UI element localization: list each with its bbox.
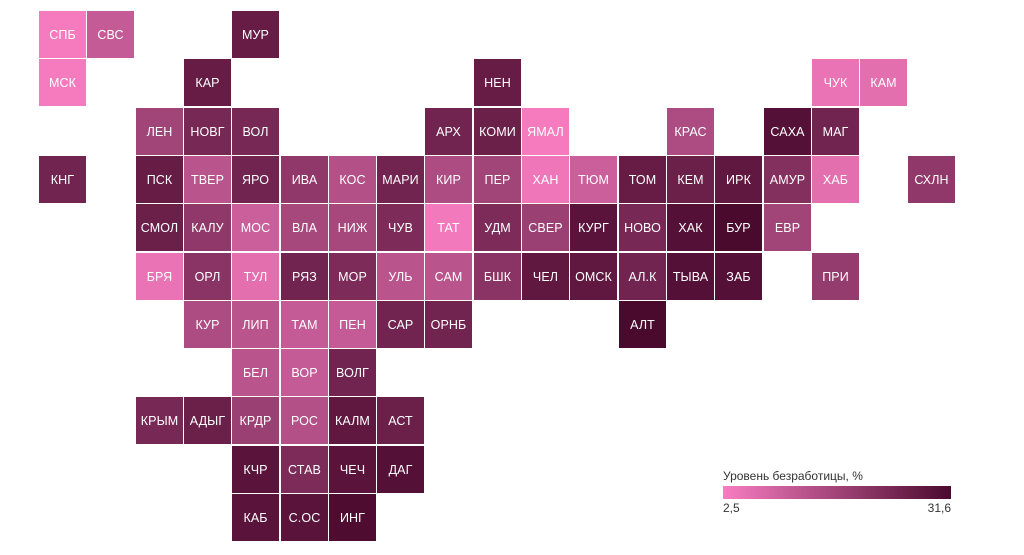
region-tile[interactable]: КРЫМ — [136, 397, 183, 444]
region-tile[interactable]: ОМСК — [570, 253, 617, 300]
legend-max-label: 31,6 — [927, 501, 951, 515]
region-tile[interactable]: ДАГ — [377, 446, 424, 493]
region-tile[interactable]: КУРГ — [570, 204, 617, 251]
region-tile[interactable]: ВОЛГ — [329, 349, 376, 396]
region-tile[interactable]: КАЛМ — [329, 397, 376, 444]
region-tile[interactable]: МУР — [232, 11, 279, 58]
legend-title: Уровень безработицы, % — [723, 469, 863, 483]
region-tile[interactable]: БШК — [474, 253, 521, 300]
region-tile[interactable]: НОВО — [619, 204, 666, 251]
region-tile[interactable]: БЕЛ — [232, 349, 279, 396]
region-tile[interactable]: ЛИП — [232, 301, 279, 348]
region-tile[interactable]: ПЕН — [329, 301, 376, 348]
region-tile[interactable]: ТУЛ — [232, 253, 279, 300]
region-tile[interactable]: РОС — [281, 397, 328, 444]
region-tile[interactable]: НОВГ — [184, 108, 231, 155]
region-tile[interactable]: ИРК — [715, 156, 762, 203]
region-tile[interactable]: ХАБ — [812, 156, 859, 203]
region-tile[interactable]: НИЖ — [329, 204, 376, 251]
region-tile[interactable]: АЛТ — [619, 301, 666, 348]
region-tile[interactable]: МАРИ — [377, 156, 424, 203]
region-tile[interactable]: СХЛН — [908, 156, 955, 203]
region-tile[interactable]: ТАМ — [281, 301, 328, 348]
region-tile[interactable]: АРХ — [425, 108, 472, 155]
region-tile[interactable]: КАЛУ — [184, 204, 231, 251]
region-tile[interactable]: МСК — [39, 59, 86, 106]
region-tile[interactable]: САМ — [425, 253, 472, 300]
region-tile[interactable]: АЛ.К — [619, 253, 666, 300]
region-tile[interactable]: КЧР — [232, 446, 279, 493]
region-tile[interactable]: АМУР — [764, 156, 811, 203]
region-tile[interactable]: ЯРО — [232, 156, 279, 203]
region-tile[interactable]: КРАС — [667, 108, 714, 155]
region-tile[interactable]: ТЮМ — [570, 156, 617, 203]
region-tile[interactable]: МОР — [329, 253, 376, 300]
legend-gradient-bar — [723, 486, 951, 499]
region-tile[interactable]: СМОЛ — [136, 204, 183, 251]
region-tile[interactable]: ПСК — [136, 156, 183, 203]
region-tile[interactable]: ВЛА — [281, 204, 328, 251]
region-tile[interactable]: ОРНБ — [425, 301, 472, 348]
region-tile[interactable]: ХАН — [522, 156, 569, 203]
region-tile[interactable]: САХА — [764, 108, 811, 155]
region-tile[interactable]: БРЯ — [136, 253, 183, 300]
legend-labels: 2,5 31,6 — [723, 501, 953, 517]
region-tile[interactable]: ТОМ — [619, 156, 666, 203]
region-tile[interactable]: ОРЛ — [184, 253, 231, 300]
region-tile[interactable]: ТВЕР — [184, 156, 231, 203]
region-tile[interactable]: СВС — [87, 11, 134, 58]
region-tile[interactable]: НЕН — [474, 59, 521, 106]
region-tile[interactable]: КНГ — [39, 156, 86, 203]
region-tile[interactable]: ХАК — [667, 204, 714, 251]
region-tile[interactable]: КУР — [184, 301, 231, 348]
region-tile[interactable]: ИВА — [281, 156, 328, 203]
region-tile[interactable]: КАБ — [232, 494, 279, 541]
region-tile[interactable]: ПЕР — [474, 156, 521, 203]
region-tile[interactable]: ИНГ — [329, 494, 376, 541]
legend-min-label: 2,5 — [723, 501, 740, 515]
region-tile[interactable]: ЧЕЧ — [329, 446, 376, 493]
region-tile[interactable]: КАМ — [860, 59, 907, 106]
region-tile[interactable]: КРДР — [232, 397, 279, 444]
region-tile[interactable]: ЧУК — [812, 59, 859, 106]
region-tile[interactable]: КЕМ — [667, 156, 714, 203]
region-tile[interactable]: СТАВ — [281, 446, 328, 493]
region-tile[interactable]: СВЕР — [522, 204, 569, 251]
region-tile[interactable]: УЛЬ — [377, 253, 424, 300]
region-tile[interactable]: КАР — [184, 59, 231, 106]
region-tile[interactable]: РЯЗ — [281, 253, 328, 300]
region-tile[interactable]: ЧУВ — [377, 204, 424, 251]
region-tile[interactable]: МОС — [232, 204, 279, 251]
region-tile[interactable]: МАГ — [812, 108, 859, 155]
region-tile[interactable]: КИР — [425, 156, 472, 203]
region-tile[interactable]: ПРИ — [812, 253, 859, 300]
region-tile[interactable]: ТЫВА — [667, 253, 714, 300]
region-tile[interactable]: ВОЛ — [232, 108, 279, 155]
region-tile[interactable]: ЯМАЛ — [522, 108, 569, 155]
region-tile[interactable]: ЕВР — [764, 204, 811, 251]
region-tile[interactable]: АДЫГ — [184, 397, 231, 444]
region-tile[interactable]: КОМИ — [474, 108, 521, 155]
region-tile[interactable]: ЛЕН — [136, 108, 183, 155]
region-tile[interactable]: СПБ — [39, 11, 86, 58]
region-tile[interactable]: САР — [377, 301, 424, 348]
legend: Уровень безработицы, % 2,5 31,6 — [723, 469, 953, 517]
region-tile[interactable]: ЧЕЛ — [522, 253, 569, 300]
region-tile[interactable]: ВОР — [281, 349, 328, 396]
region-tile[interactable]: С.ОС — [281, 494, 328, 541]
region-tile[interactable]: ТАТ — [425, 204, 472, 251]
region-tile[interactable]: БУР — [715, 204, 762, 251]
region-tile[interactable]: УДМ — [474, 204, 521, 251]
region-tile[interactable]: ЗАБ — [715, 253, 762, 300]
region-tile[interactable]: АСТ — [377, 397, 424, 444]
region-tile[interactable]: КОС — [329, 156, 376, 203]
